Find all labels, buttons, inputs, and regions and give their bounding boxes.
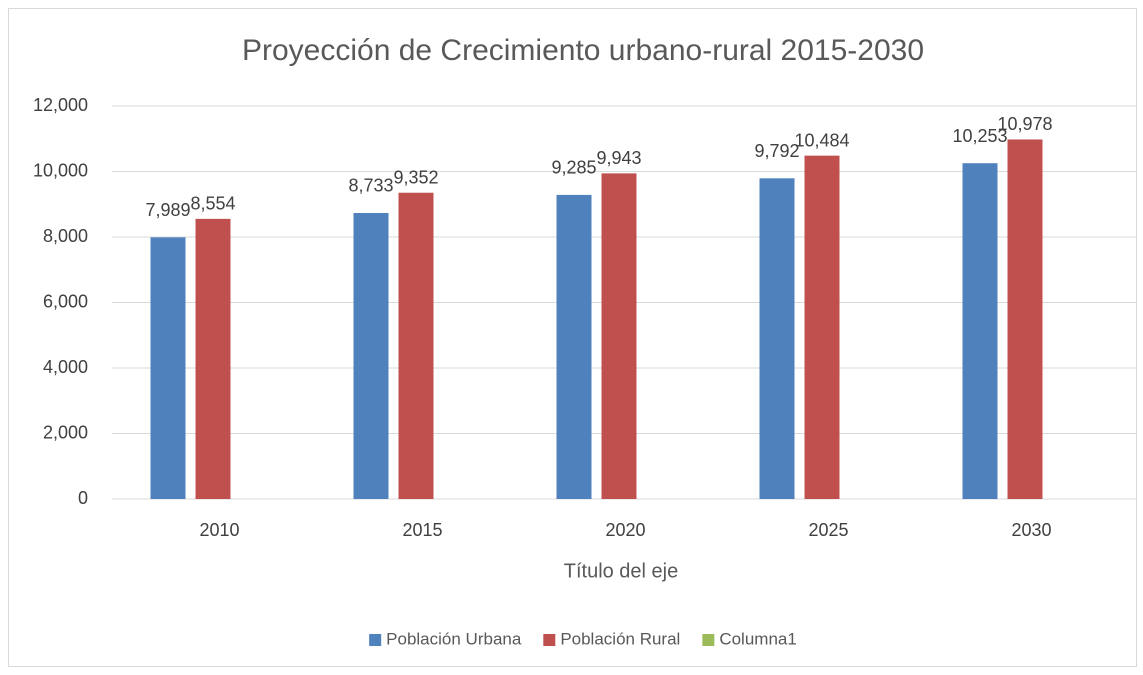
- legend-swatch: [543, 634, 556, 646]
- x-tick-label: 2030: [1011, 520, 1051, 540]
- data-label: 9,285: [551, 158, 596, 178]
- legend-label: Población Rural: [560, 629, 680, 648]
- legend-label: Población Urbana: [386, 629, 522, 648]
- bar: [353, 212, 389, 499]
- data-label: 10,484: [794, 130, 849, 150]
- bar: [601, 173, 637, 499]
- data-label: 9,792: [754, 141, 799, 161]
- legend-swatch: [702, 634, 715, 646]
- bar: [804, 155, 840, 500]
- y-tick-label: 4,000: [43, 357, 88, 377]
- y-tick-label: 8,000: [43, 226, 88, 246]
- y-tick-label: 0: [78, 488, 88, 508]
- data-label: 9,943: [596, 148, 641, 168]
- bar: [195, 218, 231, 499]
- data-label: 8,733: [348, 176, 393, 196]
- y-tick-label: 6,000: [43, 291, 88, 311]
- data-label: 10,253: [952, 126, 1007, 146]
- legend-label: Columna1: [719, 629, 797, 648]
- x-tick-label: 2020: [605, 520, 645, 540]
- bar: [398, 192, 434, 500]
- y-tick-label: 10,000: [33, 160, 88, 180]
- bar: [759, 178, 795, 499]
- x-tick-label: 2015: [402, 520, 442, 540]
- bar: [556, 194, 592, 499]
- data-label: 9,352: [393, 167, 438, 187]
- data-label: 7,989: [145, 200, 190, 220]
- bar: [962, 163, 998, 500]
- bar: [1007, 139, 1043, 499]
- data-label: 8,554: [190, 194, 235, 214]
- y-tick-label: 12,000: [33, 95, 88, 115]
- legend-swatch: [369, 634, 382, 646]
- x-tick-label: 2025: [808, 520, 848, 540]
- bar: [150, 237, 186, 500]
- data-label: 10,978: [997, 114, 1052, 134]
- x-axis-label: Título del eje: [564, 560, 679, 582]
- x-tick-label: 2010: [199, 520, 239, 540]
- chart-title: Proyección de Crecimiento urbano-rural 2…: [242, 34, 924, 67]
- y-tick-label: 2,000: [43, 422, 88, 442]
